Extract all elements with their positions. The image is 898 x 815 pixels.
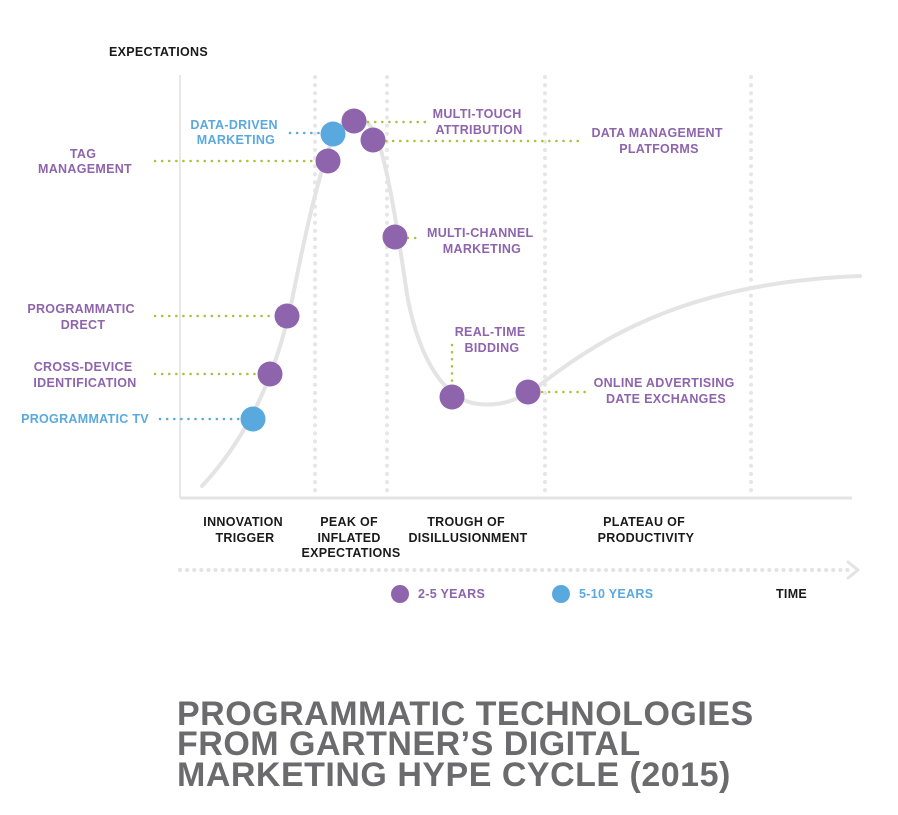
label-data-driven-marketing: DATA-DRIVEN MARKETING [190,118,281,147]
dot-multi-touch-attribution [341,108,367,134]
leader-lines [153,120,588,421]
page-title: PROGRAMMATIC TECHNOLOGIES FROM GARTNER’S… [177,695,754,794]
time-arrow [178,560,860,580]
label-tag-management: TAG MANAGEMENT [38,147,132,176]
dot-cross-device-identification [257,361,283,387]
dot-tag-management [315,148,341,174]
legend-swatch-5-10-years [552,585,570,603]
label-online-ad-exchanges: ONLINE ADVERTISING DATE EXCHANGES [594,376,739,406]
legend-swatch-2-5-years [391,585,409,603]
dot-data-driven-marketing [320,121,346,147]
phase-innovation-trigger: INNOVATION TRIGGER [203,515,286,545]
label-cross-device-identification: CROSS-DEVICE IDENTIFICATION [33,360,136,390]
title-line-3: MARKETING HYPE CYCLE (2015) [177,756,731,794]
technology-dots [240,108,541,432]
dot-data-management-platforms [360,127,386,153]
label-data-management-platforms: DATA MANAGEMENT PLATFORMS [591,126,726,156]
phase-separators [313,75,753,496]
phase-peak-of-inflated-expectations: PEAK OF INFLATED EXPECTATIONS [302,515,401,560]
legend-label-2-5-years: 2-5 YEARS [418,587,485,601]
title-line-2: FROM GARTNER’S DIGITAL [177,725,641,763]
technology-labels: DATA-DRIVEN MARKETING TAG MANAGEMENT MUL… [21,107,739,426]
phase-trough-of-disillusionment: TROUGH OF DISILLUSIONMENT [408,515,527,545]
title-line-1: PROGRAMMATIC TECHNOLOGIES [177,695,754,733]
label-programmatic-tv: PROGRAMMATIC TV [21,412,149,426]
dot-programmatic-direct [274,303,300,329]
label-real-time-bidding: REAL-TIME BIDDING [455,325,530,355]
dot-real-time-bidding [439,384,465,410]
label-programmatic-direct: PROGRAMMATIC DRECT [27,302,138,332]
dot-online-ad-exchanges [515,379,541,405]
label-multi-touch-attribution: MULTI-TOUCH ATTRIBUTION [433,107,526,137]
hype-curve [200,115,862,488]
dot-programmatic-tv [240,406,266,432]
y-axis-label: EXPECTATIONS [109,45,208,59]
legend: 2-5 YEARS 5-10 YEARS [391,585,653,603]
label-multi-channel-marketing: MULTI-CHANNEL MARKETING [427,226,537,256]
phase-plateau-of-productivity: PLATEAU OF PRODUCTIVITY [598,515,695,545]
x-axis-label: TIME [776,587,807,601]
legend-label-5-10-years: 5-10 YEARS [579,587,653,601]
phase-labels: INNOVATION TRIGGER PEAK OF INFLATED EXPE… [203,515,694,560]
dot-multi-channel-marketing [382,224,408,250]
